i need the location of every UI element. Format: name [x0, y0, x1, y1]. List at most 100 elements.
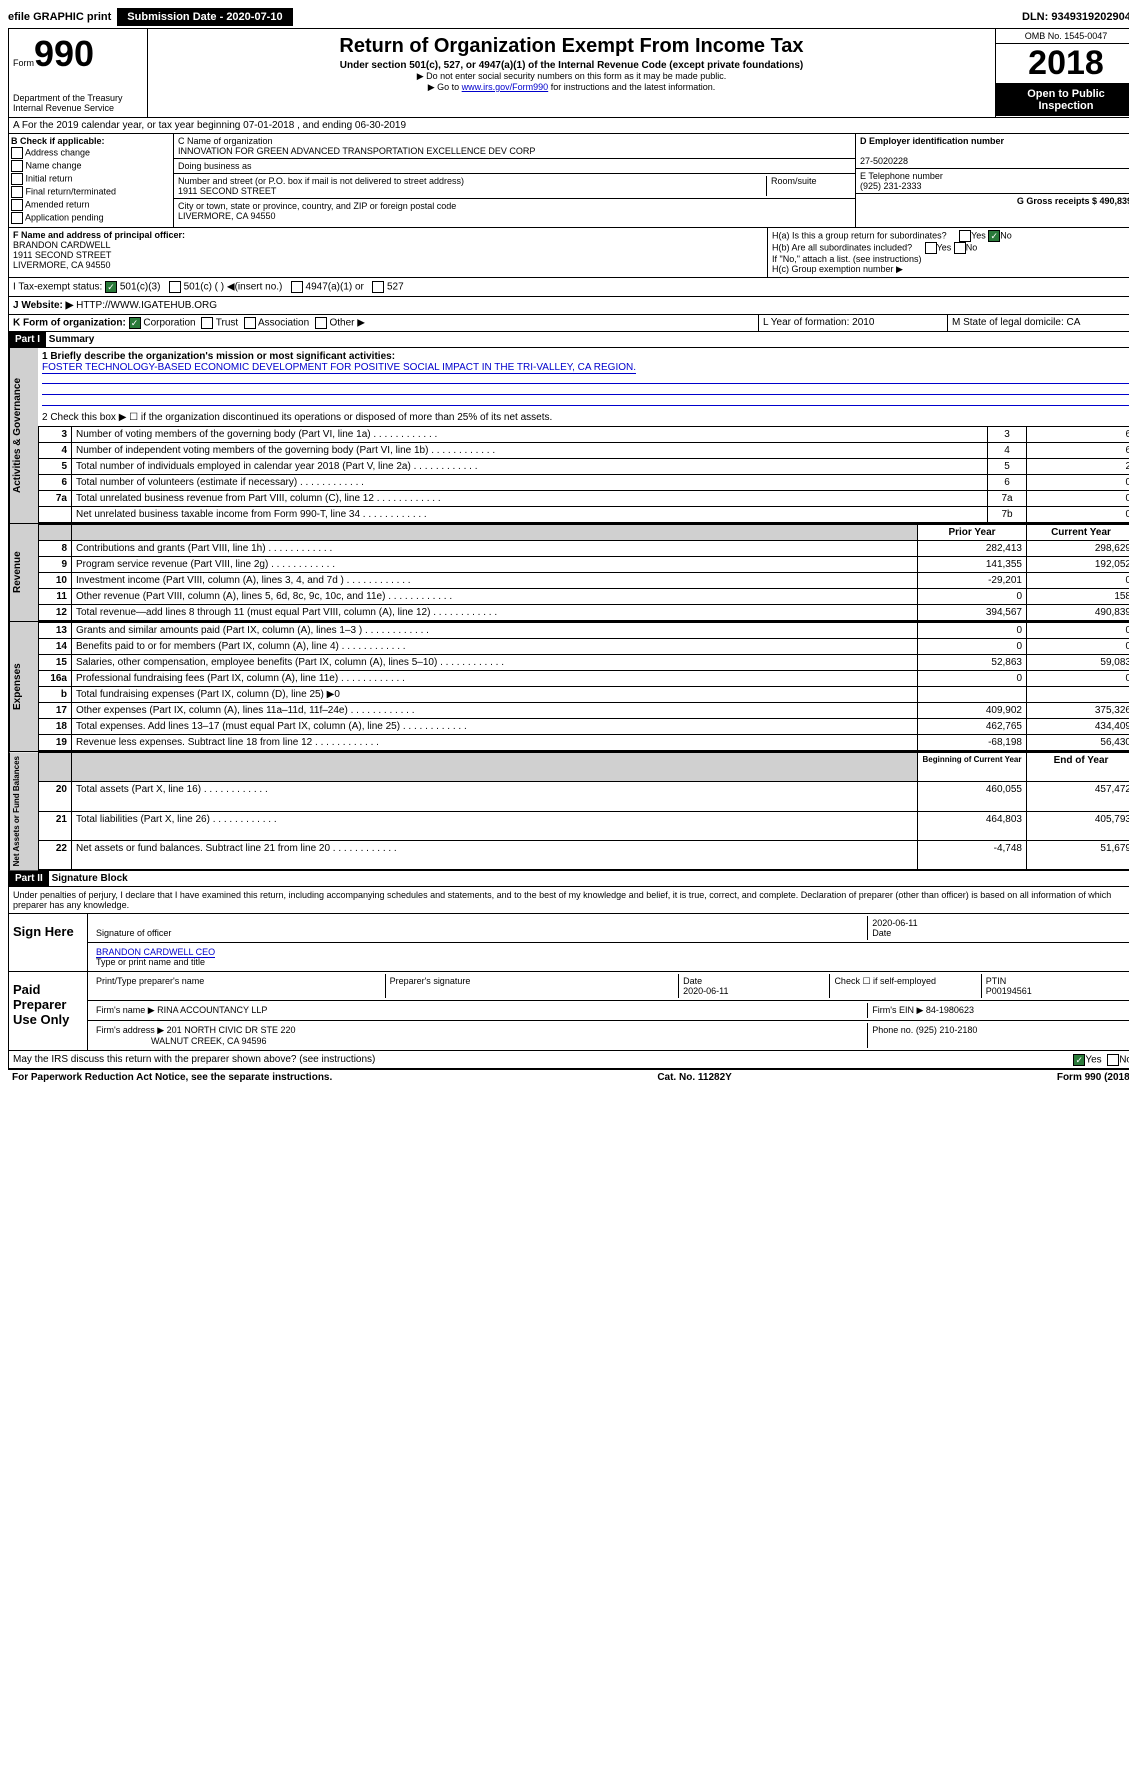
sig-officer-label: Signature of officer [96, 928, 171, 938]
chk-trust[interactable] [201, 317, 213, 329]
opt-trust: Trust [216, 318, 238, 329]
sig-name-label: Type or print name and title [96, 957, 205, 967]
ha-label: H(a) Is this a group return for subordin… [772, 230, 947, 240]
firm-name-label: Firm's name ▶ [96, 1005, 155, 1015]
chk-pending[interactable]: Application pending [11, 212, 171, 224]
phone-value: (925) 231-2333 [860, 181, 922, 191]
ptin-value: P00194561 [986, 986, 1032, 996]
prep-sig-label: Preparer's signature [386, 974, 680, 998]
firm-city: WALNUT CREEK, CA 94596 [151, 1036, 267, 1046]
form-prefix: Form [13, 58, 34, 68]
org-address: 1911 SECOND STREET [178, 186, 276, 196]
block-b-label: B Check if applicable: [11, 136, 105, 146]
chk-corp[interactable] [129, 317, 141, 329]
block-b: B Check if applicable: Address change Na… [9, 134, 174, 227]
netassets-section: Net Assets or Fund Balances Beginning of… [9, 752, 1129, 871]
firm-ein: 84-1980623 [926, 1005, 974, 1015]
block-c: C Name of organizationINNOVATION FOR GRE… [174, 134, 856, 227]
prep-name-label: Print/Type preparer's name [92, 974, 386, 998]
org-name: INNOVATION FOR GREEN ADVANCED TRANSPORTA… [178, 146, 535, 156]
form-990: Form990 Department of the Treasury Inter… [8, 28, 1129, 1070]
firm-addr-label: Firm's address ▶ [96, 1025, 164, 1035]
chk-address[interactable]: Address change [11, 147, 171, 159]
firm-name: RINA ACCOUNTANCY LLP [157, 1005, 267, 1015]
firm-ein-label: Firm's EIN ▶ [872, 1005, 923, 1015]
paid-preparer-block: Paid Preparer Use Only Print/Type prepar… [9, 972, 1129, 1051]
opt-corp: Corporation [143, 318, 195, 329]
section-bcdeg: B Check if applicable: Address change Na… [9, 134, 1129, 228]
org-name-label: C Name of organization [178, 136, 273, 146]
chk-amended-label: Amended return [25, 199, 90, 209]
expense-label: Expenses [9, 622, 38, 751]
chk-501c[interactable] [169, 281, 181, 293]
sign-here-label: Sign Here [9, 914, 88, 971]
tax-status-label: I Tax-exempt status: [13, 282, 102, 293]
officer-label: F Name and address of principal officer: [13, 230, 185, 240]
state-domicile: M State of legal domicile: CA [948, 315, 1129, 331]
chk-assoc[interactable] [244, 317, 256, 329]
revenue-table: Prior YearCurrent Year8Contributions and… [38, 524, 1129, 621]
chk-final[interactable]: Final return/terminated [11, 186, 171, 198]
firm-phone: (925) 210-2180 [916, 1025, 978, 1035]
omb-number: OMB No. 1545-0047 [996, 29, 1129, 44]
mission-label: 1 Briefly describe the organization's mi… [42, 351, 395, 362]
expense-section: Expenses 13Grants and similar amounts pa… [9, 622, 1129, 752]
netassets-table: Beginning of Current YearEnd of Year20To… [38, 752, 1129, 870]
section-klm: K Form of organization: Corporation Trus… [9, 315, 1129, 332]
discuss-yes[interactable] [1073, 1054, 1085, 1066]
discuss-no[interactable] [1107, 1054, 1119, 1066]
footer-mid: Cat. No. 11282Y [657, 1072, 731, 1083]
chk-other[interactable] [315, 317, 327, 329]
website-value: HTTP://WWW.IGATEHUB.ORG [76, 300, 217, 311]
section-fh: F Name and address of principal officer:… [9, 228, 1129, 278]
top-bar: efile GRAPHIC print Submission Date - 20… [8, 8, 1129, 26]
block-deg: D Employer identification number 27-50202… [856, 134, 1129, 227]
form-number: 990 [34, 33, 94, 74]
footer-right: Form 990 (2018) [1057, 1072, 1129, 1083]
governance-table: 3Number of voting members of the governi… [38, 426, 1129, 523]
chk-initial-label: Initial return [26, 173, 73, 183]
section-f: F Name and address of principal officer:… [9, 228, 767, 277]
opt-501c: 501(c) ( ) ◀(insert no.) [184, 282, 283, 293]
chk-501c3[interactable] [105, 281, 117, 293]
prep-self-label: Check ☐ if self-employed [830, 974, 981, 998]
year-formation: L Year of formation: 2010 [759, 315, 948, 331]
revenue-section: Revenue Prior YearCurrent Year8Contribut… [9, 524, 1129, 622]
form-subtitle: Under section 501(c), 527, or 4947(a)(1)… [152, 60, 991, 71]
perjury-text: Under penalties of perjury, I declare th… [9, 887, 1129, 914]
addr-label: Number and street (or P.O. box if mail i… [178, 176, 464, 186]
form-header: Form990 Department of the Treasury Inter… [9, 29, 1129, 118]
form-org-label: K Form of organization: [13, 318, 126, 329]
part1-title: Summary [49, 334, 95, 345]
part2-title: Signature Block [52, 873, 128, 884]
section-h: H(a) Is this a group return for subordin… [767, 228, 1129, 277]
part2-tag: Part II [9, 871, 49, 886]
irs-link[interactable]: www.irs.gov/Form990 [462, 82, 549, 92]
hint-link: ▶ Go to www.irs.gov/Form990 for instruct… [152, 82, 991, 93]
part1-header: Part I Summary [9, 332, 1129, 348]
chk-name[interactable]: Name change [11, 160, 171, 172]
firm-addr: 201 NORTH CIVIC DR STE 220 [167, 1025, 296, 1035]
opt-501c3: 501(c)(3) [120, 282, 161, 293]
chk-initial[interactable]: Initial return [11, 173, 171, 185]
chk-amended[interactable]: Amended return [11, 199, 171, 211]
ein-label: D Employer identification number [860, 136, 1004, 146]
hint-prefix: ▶ Go to [428, 82, 462, 92]
chk-4947[interactable] [291, 281, 303, 293]
sign-here-block: Sign Here Signature of officer 2020-06-1… [9, 914, 1129, 972]
ein-value: 27-5020228 [860, 156, 908, 166]
governance-label: Activities & Governance [9, 348, 38, 523]
tax-year: 2018 [996, 44, 1129, 84]
city-label: City or town, state or province, country… [178, 201, 456, 211]
room-label: Room/suite [766, 176, 851, 196]
chk-527[interactable] [372, 281, 384, 293]
netassets-label: Net Assets or Fund Balances [9, 752, 38, 870]
part2-header: Part II Signature Block [9, 871, 1129, 887]
officer-name: BRANDON CARDWELL [13, 240, 111, 250]
dln: DLN: 93493192029040 [1022, 11, 1129, 23]
chk-pending-label: Application pending [25, 212, 104, 222]
chk-address-label: Address change [25, 147, 90, 157]
revenue-label: Revenue [9, 524, 38, 621]
dept-label: Department of the Treasury Internal Reve… [13, 93, 143, 113]
org-city: LIVERMORE, CA 94550 [178, 211, 276, 221]
